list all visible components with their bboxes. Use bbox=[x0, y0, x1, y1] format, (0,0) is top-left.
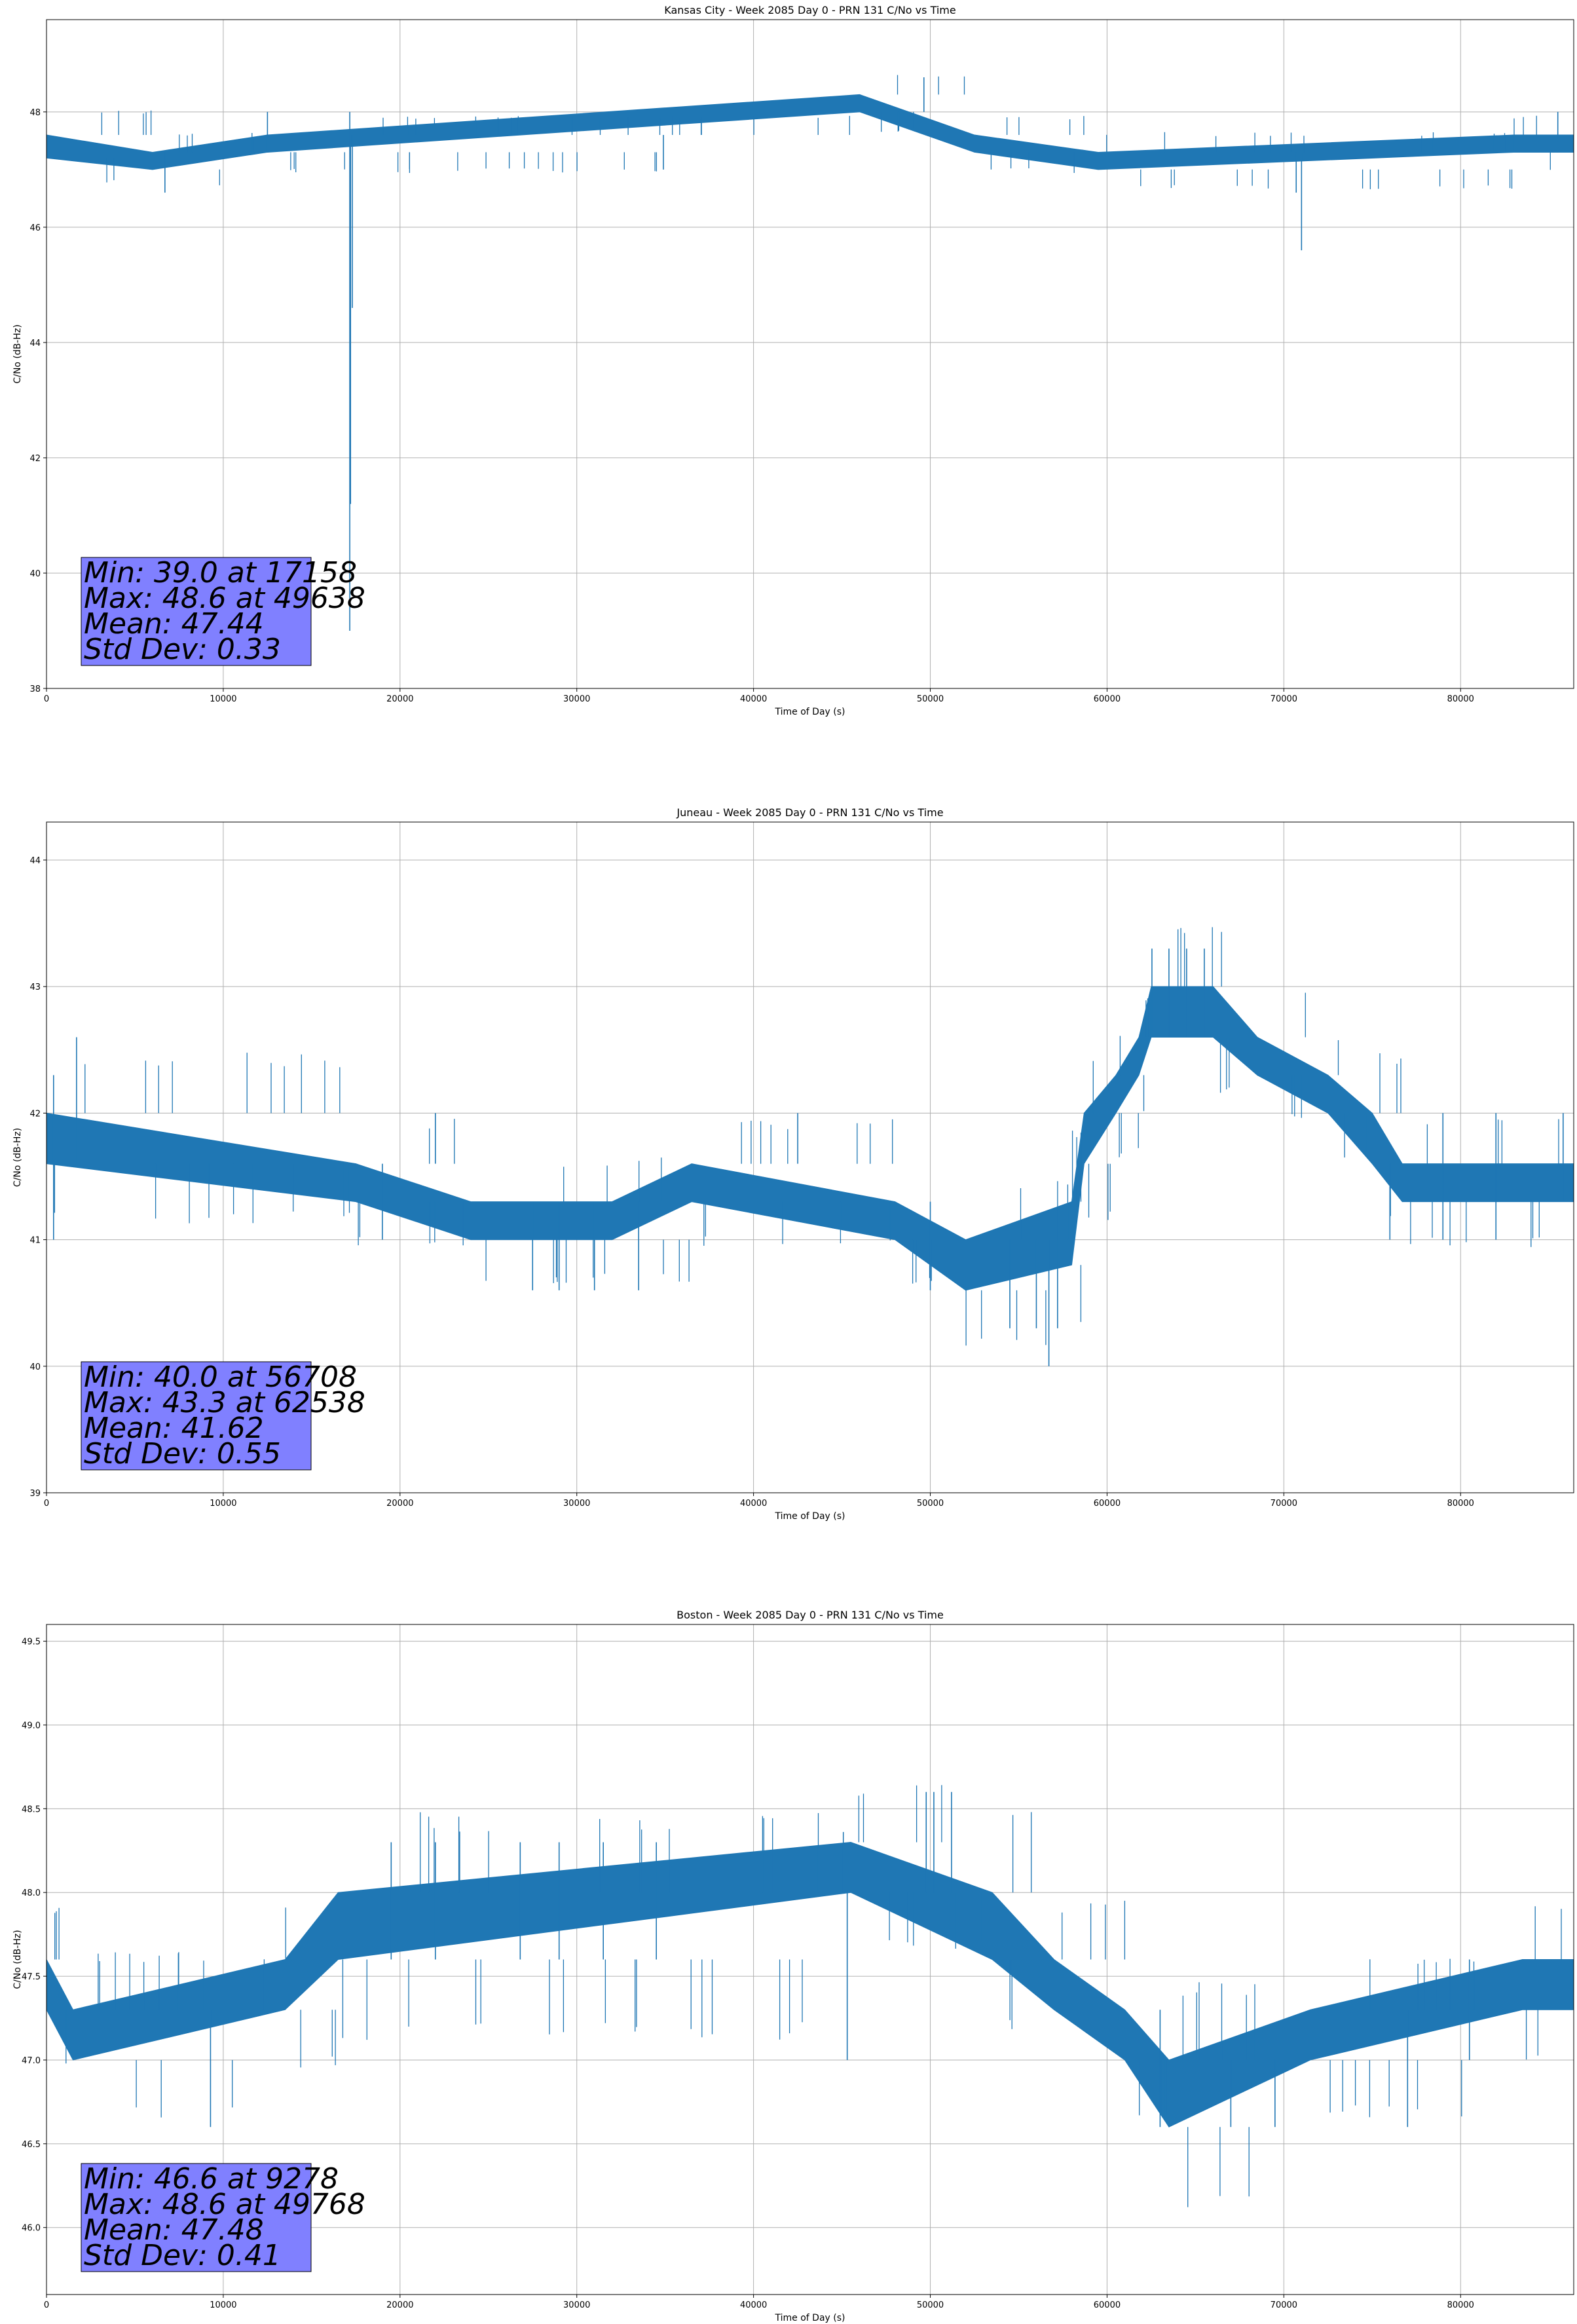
stats-line: Min: 40.0 at 56708 bbox=[84, 1360, 357, 1394]
y-tick-label: 46.0 bbox=[22, 2224, 41, 2234]
stats-line: Max: 48.6 at 49638 bbox=[84, 582, 365, 615]
chart-panel-1: 0 10000 20000 30000 40000 50000 60000 70000 8000… bbox=[12, 806, 1574, 1522]
stats-line: Min: 46.6 at 9278 bbox=[84, 2162, 339, 2196]
y-tick-label: 47.0 bbox=[22, 2056, 41, 2066]
x-tick-label: 30000 bbox=[563, 1499, 590, 1509]
y-tick-label: 48 bbox=[29, 108, 41, 118]
y-tick-label: 43 bbox=[29, 983, 41, 992]
x-tick-label: 10000 bbox=[210, 1499, 236, 1509]
x-tick-label: 30000 bbox=[563, 694, 590, 704]
chart-title: Boston - Week 2085 Day 0 - PRN 131 C/No … bbox=[677, 1609, 944, 1621]
x-tick-label: 80000 bbox=[1447, 2300, 1474, 2310]
x-tick-label: 60000 bbox=[1094, 1499, 1121, 1509]
stats-box bbox=[81, 1361, 312, 1471]
stats-box bbox=[81, 557, 312, 666]
y-tick-label: 49.0 bbox=[22, 1721, 41, 1731]
x-tick-label: 40000 bbox=[740, 2300, 767, 2310]
y-tick-label: 47.5 bbox=[22, 1972, 41, 1982]
plot-frame bbox=[46, 1624, 1574, 2295]
x-tick-label: 60000 bbox=[1094, 694, 1121, 704]
x-tick-label: 30000 bbox=[563, 2300, 590, 2310]
y-axis-label: C/No (dB-Hz) bbox=[12, 1128, 23, 1187]
x-tick-label: 40000 bbox=[740, 694, 767, 704]
x-tick-label: 20000 bbox=[386, 694, 413, 704]
y-tick-label: 49.5 bbox=[22, 1638, 41, 1647]
x-tick-label: 50000 bbox=[917, 2300, 944, 2310]
stats-line: Std Dev: 0.55 bbox=[84, 1437, 281, 1471]
y-tick-label: 42 bbox=[29, 454, 41, 464]
y-tick-label: 44 bbox=[29, 856, 41, 866]
chart-panel-2: 0 10000 20000 30000 40000 50000 60000 70000 8000… bbox=[12, 1609, 1574, 2323]
y-tick-label: 42 bbox=[29, 1109, 41, 1119]
data-layer bbox=[46, 75, 1574, 631]
series-noise bbox=[54, 927, 1559, 1346]
stats-line: Std Dev: 0.33 bbox=[84, 633, 281, 666]
stats-line: Max: 48.6 at 49768 bbox=[84, 2188, 365, 2221]
stats-line: Mean: 41.62 bbox=[84, 1412, 264, 1445]
series-band bbox=[46, 94, 1574, 170]
plot-frame bbox=[46, 821, 1574, 1493]
x-tick-label: 0 bbox=[44, 694, 49, 704]
y-tick-label: 48.0 bbox=[22, 1888, 41, 1898]
y-axis-label: C/No (dB-Hz) bbox=[12, 1930, 23, 1989]
y-tick-label: 41 bbox=[29, 1236, 41, 1246]
data-layer bbox=[46, 1785, 1574, 2207]
x-tick-label: 0 bbox=[44, 2300, 49, 2310]
chart-title: Juneau - Week 2085 Day 0 - PRN 131 C/No … bbox=[676, 806, 943, 819]
stats-box bbox=[81, 2163, 312, 2272]
x-tick-label: 0 bbox=[44, 1499, 49, 1509]
x-tick-label: 70000 bbox=[1271, 1499, 1297, 1509]
x-axis-label: Time of Day (s) bbox=[775, 1511, 845, 1522]
x-tick-label: 60000 bbox=[1094, 2300, 1121, 2310]
y-axis-label: C/No (dB-Hz) bbox=[12, 324, 23, 383]
stats-line: Std Dev: 0.41 bbox=[84, 2239, 281, 2272]
x-tick-label: 70000 bbox=[1271, 694, 1297, 704]
y-tick-label: 40 bbox=[29, 569, 41, 579]
y-tick-label: 39 bbox=[29, 1489, 41, 1499]
x-tick-label: 80000 bbox=[1447, 694, 1474, 704]
x-tick-label: 10000 bbox=[210, 694, 236, 704]
y-tick-label: 40 bbox=[29, 1362, 41, 1372]
y-tick-label: 46.5 bbox=[22, 2140, 41, 2150]
y-tick-label: 38 bbox=[29, 684, 41, 694]
series-band bbox=[46, 986, 1574, 1291]
x-tick-label: 20000 bbox=[386, 1499, 413, 1509]
y-tick-label: 46 bbox=[29, 223, 41, 233]
x-axis-label: Time of Day (s) bbox=[775, 707, 845, 717]
stats-line: Mean: 47.44 bbox=[84, 607, 264, 641]
x-tick-label: 20000 bbox=[386, 2300, 413, 2310]
chart-panel-0: 0 10000 20000 30000 40000 50000 60000 70000 8000… bbox=[12, 4, 1574, 717]
stats-line: Min: 39.0 at 17158 bbox=[84, 556, 357, 590]
plot-frame bbox=[46, 19, 1574, 689]
x-axis-label: Time of Day (s) bbox=[775, 2313, 845, 2323]
series-noise bbox=[54, 1785, 1562, 2207]
stats-line: Mean: 47.48 bbox=[84, 2213, 264, 2247]
y-tick-label: 48.5 bbox=[22, 1805, 41, 1814]
x-tick-label: 50000 bbox=[917, 694, 944, 704]
x-tick-label: 40000 bbox=[740, 1499, 767, 1509]
data-layer bbox=[46, 927, 1574, 1366]
chart-title: Kansas City - Week 2085 Day 0 - PRN 131 … bbox=[664, 4, 955, 16]
x-tick-label: 70000 bbox=[1271, 2300, 1297, 2310]
x-tick-label: 50000 bbox=[917, 1499, 944, 1509]
stats-line: Max: 43.3 at 62538 bbox=[84, 1386, 365, 1419]
x-tick-label: 10000 bbox=[210, 2300, 236, 2310]
series-noise bbox=[101, 75, 1551, 189]
y-tick-label: 44 bbox=[29, 339, 41, 348]
x-tick-label: 80000 bbox=[1447, 1499, 1474, 1509]
series-band bbox=[46, 1841, 1574, 2127]
